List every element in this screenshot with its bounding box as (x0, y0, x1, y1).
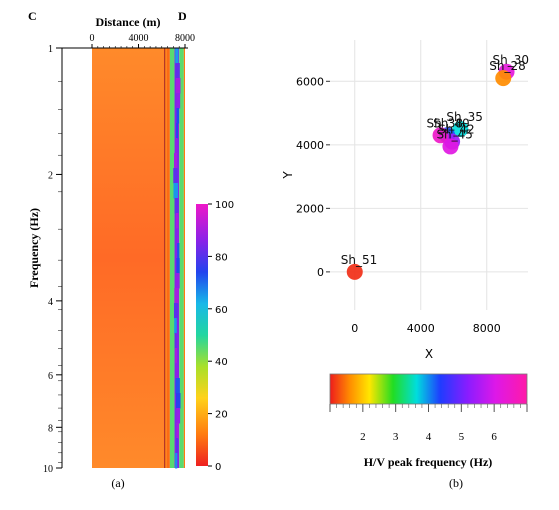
heatmap-band (176, 408, 181, 424)
y-tick-label: 10 (43, 464, 53, 475)
colorbar-tick-label: 80 (215, 252, 228, 263)
heatmap-band (176, 258, 180, 274)
point-label: Sh_28 (489, 59, 526, 73)
caption-a: (a) (111, 476, 124, 490)
scatter-point (432, 127, 449, 144)
heatmap-band (175, 348, 178, 364)
heatmap-band (173, 183, 179, 199)
heatmap-band (177, 243, 180, 259)
heatmap-band (175, 363, 179, 379)
colorbar-tick-label: 5 (459, 431, 465, 443)
colorbar-label: H/V peak frequency (Hz) (364, 455, 493, 469)
y-tick-label: 2000 (296, 202, 324, 215)
point-label: Sh_38 (427, 116, 464, 130)
scatter-plot-area (330, 40, 528, 310)
x-tick-label: 4000 (129, 33, 149, 44)
point-label: Sh_30 (493, 53, 530, 67)
y-tick-label: 8 (48, 423, 53, 434)
colorbar (196, 204, 208, 466)
y-tick-label: 4 (48, 297, 53, 308)
colorbar-ticks: 2 3 4 5 6 (329, 404, 528, 443)
heatmap-band (175, 453, 178, 469)
colorbar-ticks: 0 20 40 60 80 100 (208, 200, 234, 473)
panel-b: 0 4000 8000 0 2000 4000 6000 X Y Sh_51 Sh_35Sh_40… (281, 40, 529, 490)
axes-ticks: 0 4000 8000 0 2000 4000 6000 X Y (281, 75, 501, 361)
scatter-point (452, 120, 469, 137)
colorbar-tick-label: 0 (215, 462, 221, 473)
scatter-point (495, 70, 512, 87)
corner-label-c: C (28, 9, 37, 23)
corner-label-d: D (178, 9, 187, 23)
y-tick-label: 2 (48, 170, 53, 181)
heatmap-band (92, 48, 165, 468)
heatmap-band (176, 423, 180, 439)
heatmap-band (174, 153, 178, 169)
y-tick-label: 1 (48, 44, 53, 55)
point-label: Sh_51 (341, 253, 378, 267)
colorbar-tick-label: 100 (215, 200, 234, 211)
heatmap-band (175, 378, 180, 394)
heatmap-band (169, 48, 175, 468)
heatmap-band (173, 168, 178, 184)
heatmap-band (176, 438, 178, 454)
colorbar-tick-label: 40 (215, 357, 228, 368)
heatmap-band (176, 93, 181, 109)
colorbar-tick-label: 4 (426, 431, 432, 443)
heatmap-band (175, 63, 180, 79)
caption-b: (b) (449, 476, 463, 490)
heatmap-band (175, 393, 181, 409)
x-tick-label: 0 (351, 322, 358, 335)
heatmap-band (174, 333, 177, 349)
heatmap-band (175, 213, 179, 229)
heatmap-band (174, 198, 179, 214)
x-axis-title: Distance (m) (96, 15, 161, 29)
colorbar-tick-label: 3 (393, 431, 399, 443)
x-tick-label: 8000 (175, 33, 195, 44)
heatmap-band (174, 288, 179, 304)
colorbar-tick-label: 2 (360, 431, 366, 443)
colorbar-tick-label: 20 (215, 410, 228, 421)
heatmap-band (175, 48, 179, 64)
y-axis-title: Y (281, 171, 295, 180)
colorbar (329, 373, 528, 405)
x-tick-label: 8000 (473, 322, 501, 335)
heatmap-band (183, 48, 185, 468)
heatmap-band (175, 138, 178, 154)
heatmap-band (176, 108, 180, 124)
scatter-point (442, 138, 459, 155)
y-tick-label: 0 (317, 266, 324, 279)
panel-a: C D Distance (m) Frequency (Hz) 0 4000 800… (27, 9, 234, 490)
y-axis-title: Frequency (Hz) (27, 208, 41, 288)
x-axis-title: X (425, 347, 433, 361)
point-label: Sh_35 (446, 110, 483, 124)
y-tick-label: 4000 (296, 139, 324, 152)
x-tick-label: 4000 (407, 322, 435, 335)
heatmap-band (175, 78, 181, 94)
point-label: Sh_45 (436, 127, 473, 141)
x-tick-label: 0 (90, 33, 95, 44)
heatmap-band (176, 123, 179, 139)
colorbar-tick-label: 6 (491, 431, 497, 443)
y-tick-label: 6 (48, 371, 53, 382)
colorbar-tick-label: 60 (215, 305, 228, 316)
heatmap-band (177, 228, 179, 244)
point-label: Sh_42 (438, 123, 475, 137)
scatter-point (346, 263, 363, 280)
y-tick-label: 6000 (296, 75, 324, 88)
heatmap (92, 48, 185, 469)
heatmap-band (174, 318, 177, 334)
heatmap-band (179, 48, 184, 468)
point-label: Sh_40 (433, 116, 470, 130)
heatmap-band (175, 273, 180, 289)
heatmap-band (173, 303, 178, 319)
axes-ticks: 0 4000 8000 1 2 4 6 8 10 (43, 33, 195, 475)
heatmap-band (166, 48, 170, 468)
